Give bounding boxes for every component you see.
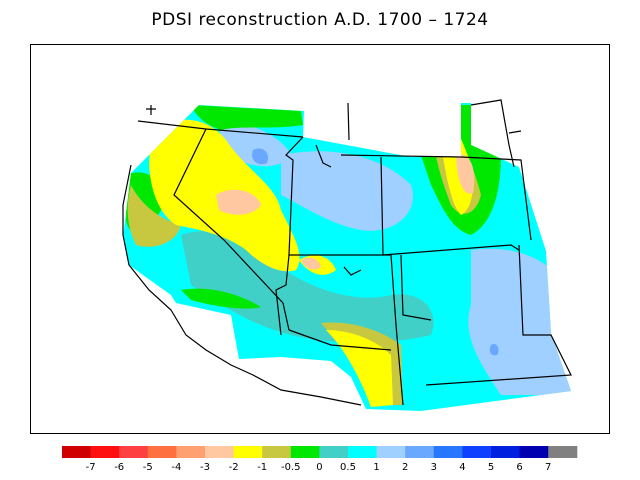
- legend-swatch: [405, 446, 435, 458]
- legend-tick-label: 3: [431, 462, 437, 473]
- boundaries: [122, 99, 572, 406]
- legend-swatch: [491, 446, 521, 458]
- legend-swatch: [176, 446, 206, 458]
- legend-tick-label: -0.5: [281, 462, 301, 473]
- legend-tick-label: -4: [171, 462, 181, 473]
- legend-swatch: [262, 446, 292, 458]
- legend-swatch: [90, 446, 120, 458]
- legend-swatch: [205, 446, 235, 458]
- legend-swatch: [348, 446, 378, 458]
- legend-swatch: [376, 446, 406, 458]
- legend-swatch: [290, 446, 320, 458]
- legend-tick-label: -3: [200, 462, 210, 473]
- legend-swatch: [548, 446, 578, 458]
- legend-swatch: [147, 446, 177, 458]
- legend-tick-label: -1: [257, 462, 267, 473]
- legend-tick-label: 1: [373, 462, 379, 473]
- legend-tick-label: -5: [143, 462, 153, 473]
- legend-canvas: -7 -6 -5 -4 -3 -2 -1 -0.5 0 0.5 1 2 3 4 5 6 7: [62, 446, 578, 473]
- legend-swatch: [519, 446, 549, 458]
- pdsi-map: [30, 44, 610, 434]
- legend-tick-label: -6: [114, 462, 124, 473]
- legend-tick-label: 6: [516, 462, 522, 473]
- legend-tick-label: 0.5: [340, 462, 356, 473]
- legend-tick-label: 7: [545, 462, 551, 473]
- legend-tick-label: 4: [459, 462, 465, 473]
- legend-swatch: [433, 446, 463, 458]
- legend-tick-label: -7: [86, 462, 96, 473]
- legend-swatch: [319, 446, 349, 458]
- color-legend: -7 -6 -5 -4 -3 -2 -1 -0.5 0 0.5 1 2 3 4 5 6 7: [0, 446, 640, 476]
- legend-tick-label: 2: [402, 462, 408, 473]
- legend-tick-label: -2: [229, 462, 239, 473]
- pdsi-field: [123, 103, 571, 411]
- legend-tick-label: 0: [316, 462, 322, 473]
- legend-swatch: [462, 446, 492, 458]
- legend-swatch: [119, 446, 149, 458]
- pdsi-map-canvas: [122, 99, 572, 411]
- map-title: PDSI reconstruction A.D. 1700 – 1724: [151, 10, 489, 30]
- legend-tick-label: 5: [488, 462, 494, 473]
- legend-swatch: [62, 446, 92, 458]
- legend-swatch: [233, 446, 263, 458]
